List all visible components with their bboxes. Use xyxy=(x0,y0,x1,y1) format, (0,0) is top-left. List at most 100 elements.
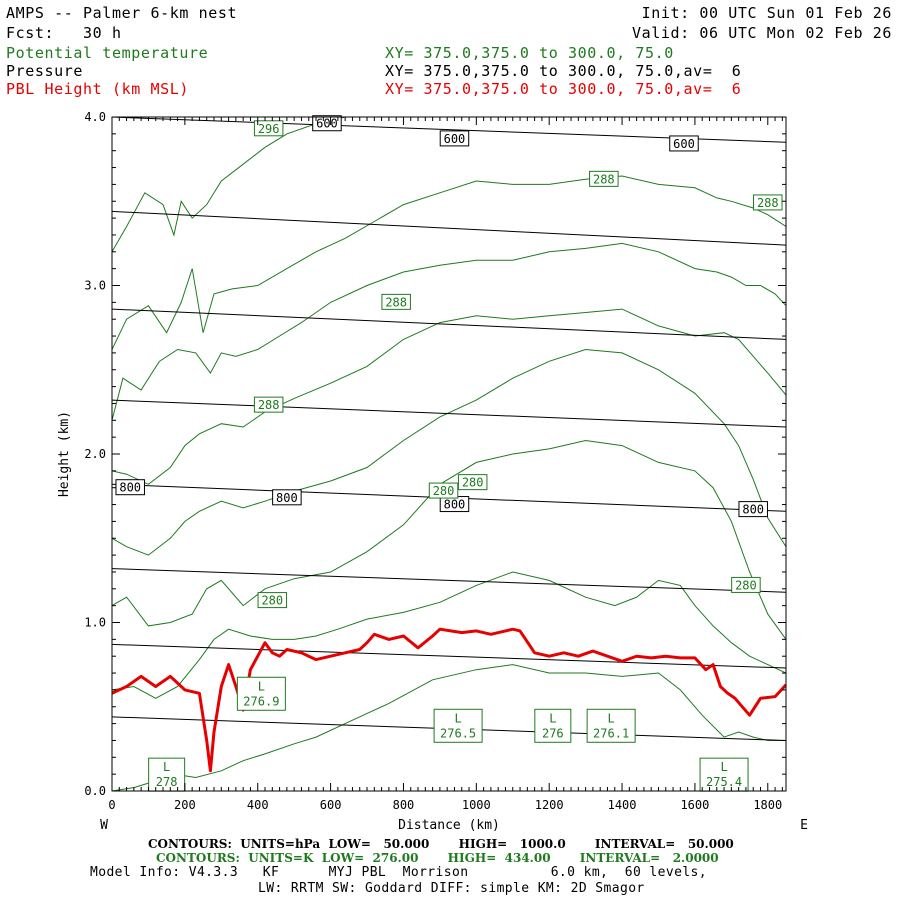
valid-time: Valid: 06 UTC Mon 02 Feb 26 xyxy=(631,24,892,42)
low-marker-4-value: 278 xyxy=(156,775,178,789)
pressure-label-0-text: 600 xyxy=(316,117,338,131)
pressure-label-2-text: 600 xyxy=(673,137,695,151)
pressure-label-6: 800 xyxy=(738,501,768,518)
low-marker-4-letter: L xyxy=(163,760,170,774)
theta-label-0: 296 xyxy=(253,120,284,137)
theta-contour-3 xyxy=(112,348,786,556)
y-tick-label-2: 2.0 xyxy=(84,447,106,461)
low-marker-3-box xyxy=(586,708,636,743)
theta-label-4-text: 288 xyxy=(258,398,280,412)
pbl-height-line xyxy=(112,627,786,773)
theta-label-2-text: 288 xyxy=(757,196,779,210)
x-tick-label-2: 400 xyxy=(247,798,269,812)
pressure-label-4: 800 xyxy=(272,489,302,506)
low-marker-3-letter: L xyxy=(608,711,615,725)
theta-label-5: 280 xyxy=(428,482,459,499)
y-tick-label-1: 1.0 xyxy=(84,616,106,630)
theta-label-7-box xyxy=(731,576,761,593)
theta-label-8-text: 280 xyxy=(261,594,283,608)
x-tick-label-1: 200 xyxy=(174,798,196,812)
init-time: Init: 00 UTC Sun 01 Feb 26 xyxy=(641,4,892,22)
theta-label-1: 288 xyxy=(589,170,619,187)
field-pressure-name: Pressure xyxy=(6,62,84,80)
low-marker-5-box xyxy=(699,757,749,792)
low-marker-0-value: 276.9 xyxy=(243,694,279,708)
pressure-contour-5 xyxy=(112,568,786,593)
pressure-label-6-text: 800 xyxy=(742,503,764,517)
y-axis-title: Height (km) xyxy=(57,411,72,497)
y-tick-label-0: 0.0 xyxy=(84,784,106,798)
low-marker-1-value: 276.5 xyxy=(440,726,476,740)
pressure-contour-6 xyxy=(112,643,786,669)
x-tick-label-5: 1000 xyxy=(462,798,491,812)
low-marker-4-box xyxy=(148,757,186,792)
plot-frame xyxy=(111,116,787,792)
theta-label-5-box xyxy=(428,482,459,499)
pressure-contour-info: CONTOURS: UNITS=hPa LOW= 50.000 HIGH= 10… xyxy=(148,837,734,851)
theta-label-3-text: 288 xyxy=(385,295,407,309)
theta-label-8: 280 xyxy=(257,592,288,609)
low-marker-1-letter: L xyxy=(454,711,461,725)
pressure-label-3: 800 xyxy=(115,479,145,496)
x-tick-label-7: 1400 xyxy=(608,798,637,812)
pressure-label-5: 800 xyxy=(439,496,470,513)
pressure-label-2: 600 xyxy=(669,135,699,152)
theta-label-7: 280 xyxy=(731,576,761,593)
low-marker-0-letter: L xyxy=(258,679,265,693)
low-marker-5-value: 275.4 xyxy=(706,775,742,789)
theta-contour-info: CONTOURS: UNITS=K LOW= 276.00 HIGH= 434.… xyxy=(156,851,719,865)
pressure-label-1-box xyxy=(439,130,470,147)
low-marker-3-value: 276.1 xyxy=(593,726,629,740)
y-tick-label-3: 3.0 xyxy=(84,279,106,293)
theta-contour-5 xyxy=(112,242,786,421)
theta-label-1-box xyxy=(589,170,619,187)
theta-label-0-text: 296 xyxy=(258,122,280,136)
field-pbl-name: PBL Height (km MSL) xyxy=(6,80,189,98)
x-tick-label-4: 800 xyxy=(393,798,415,812)
theta-contour-2 xyxy=(112,439,786,640)
field-theta-xy: XY= 375.0,375.0 to 300.0, 75.0 xyxy=(385,44,674,62)
theta-label-0-box xyxy=(253,120,284,137)
theta-label-4: 288 xyxy=(253,396,284,413)
low-marker-0-box xyxy=(236,676,286,711)
y-tick-label-4: 4.0 xyxy=(84,110,106,124)
x-tick-label-6: 1200 xyxy=(535,798,564,812)
field-pressure-xy: XY= 375.0,375.0 to 300.0, 75.0,av= 6 xyxy=(385,62,742,80)
forecast-hour: Fcst: 30 h xyxy=(6,24,122,42)
theta-label-4-box xyxy=(253,396,284,413)
theta-label-2-box xyxy=(753,194,783,211)
west-label: W xyxy=(100,818,108,833)
model-info: Model Info: V4.3.3 KF MYJ PBL Morrison 6… xyxy=(90,865,707,880)
pressure-contour-3 xyxy=(112,399,786,428)
low-marker-1-box xyxy=(433,708,483,743)
theta-label-6-text: 280 xyxy=(462,476,484,490)
x-axis-title: Distance (km) xyxy=(398,818,500,833)
theta-contour-1 xyxy=(112,571,786,699)
theta-label-5-text: 280 xyxy=(433,484,455,498)
low-marker-5-letter: L xyxy=(720,760,727,774)
pressure-contour-2 xyxy=(112,308,786,340)
theta-label-3: 288 xyxy=(381,293,411,310)
pressure-label-2-box xyxy=(669,135,699,152)
pressure-label-4-box xyxy=(272,489,302,506)
theta-label-7-text: 280 xyxy=(735,578,757,592)
pressure-label-1: 600 xyxy=(439,130,470,147)
low-marker-2-value: 276 xyxy=(542,726,564,740)
pressure-label-3-text: 800 xyxy=(119,481,141,495)
low-marker-2-box xyxy=(534,708,572,743)
theta-label-8-box xyxy=(257,592,288,609)
theta-label-2: 288 xyxy=(753,194,783,211)
low-marker-2-letter: L xyxy=(549,711,556,725)
pressure-contour-1 xyxy=(112,210,786,246)
theta-contour-4 xyxy=(112,308,786,485)
field-theta-name: Potential temperature xyxy=(6,44,209,62)
x-tick-label-0: 0 xyxy=(108,798,115,812)
pressure-label-5-text: 800 xyxy=(444,498,466,512)
theta-label-6-box xyxy=(457,474,488,491)
x-tick-label-8: 1600 xyxy=(680,798,709,812)
